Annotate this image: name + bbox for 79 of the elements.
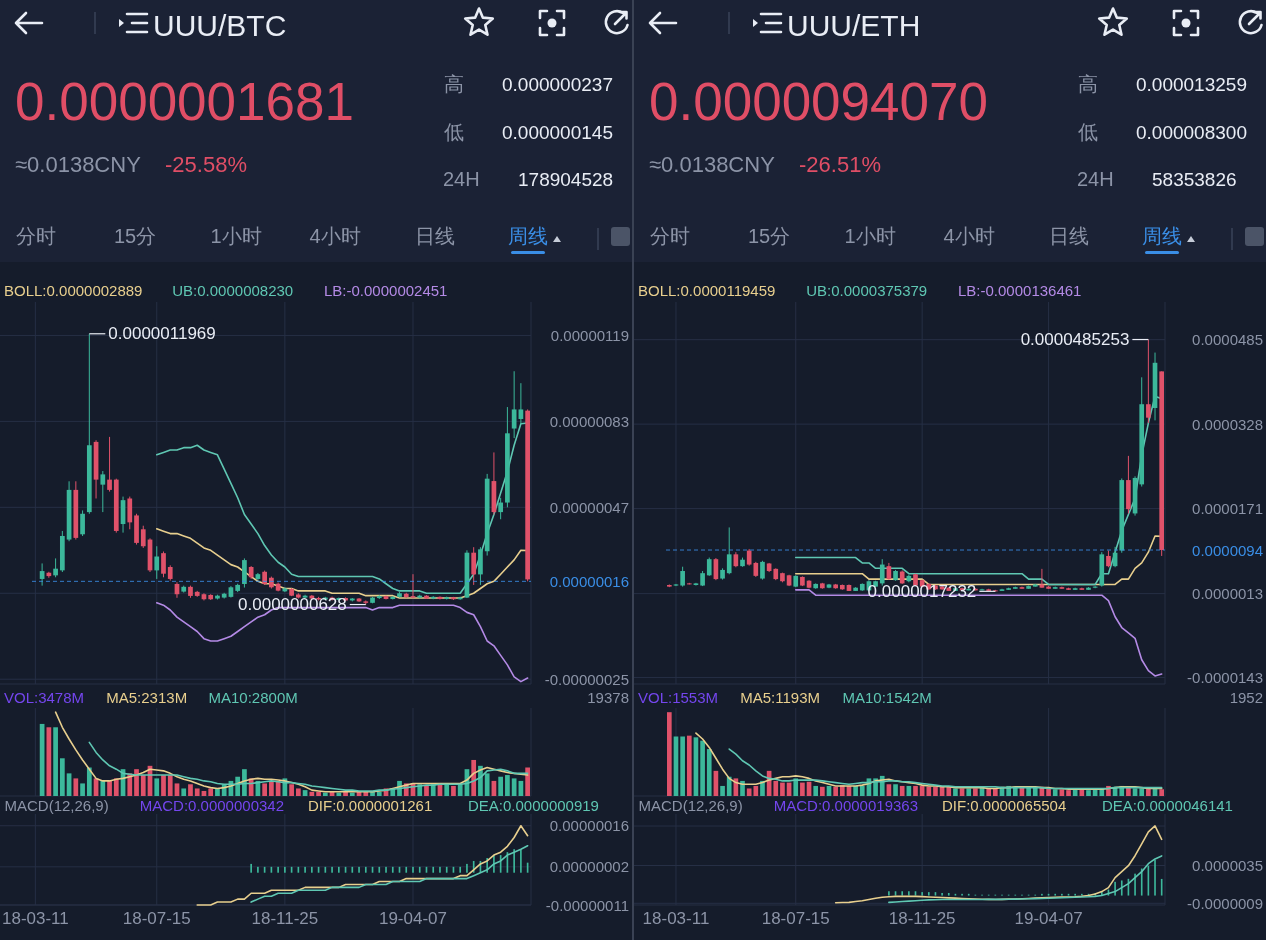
text: 周线 <box>508 225 548 247</box>
text: 周线 <box>1142 225 1182 247</box>
text: 58353826 <box>1152 169 1237 190</box>
text: LB:-0.0000002451 <box>324 282 448 299</box>
text: 0.000000145 <box>502 122 613 143</box>
text: DEA:0.0000000919 <box>468 797 599 814</box>
y-tick-label: 0.00000016 <box>549 817 629 835</box>
text: 1小时 <box>210 225 262 247</box>
text: 24H <box>443 168 480 190</box>
text: 0.0000001681 <box>15 72 354 131</box>
legend-title: MACD(12,26,9) <box>4 797 109 814</box>
text: 分时 <box>650 225 690 247</box>
legend-title: MACD(12,26,9) <box>638 797 743 814</box>
text: MACD:0.0000019363 <box>773 797 919 814</box>
text: MA10:1542M <box>842 689 932 706</box>
y-tick-label: 0.0000171 <box>1192 500 1263 518</box>
text: BOLL:0.0000002889 <box>4 282 143 299</box>
text: MA5:2313M <box>106 689 188 706</box>
x-tick-label: 18-07-15 <box>761 909 830 928</box>
text: UB:0.0000375379 <box>806 282 928 299</box>
text: 1小时 <box>844 225 896 247</box>
y-tick-label: 0.00000083 <box>549 412 629 430</box>
text: ≈0.0138CNY <box>649 152 776 177</box>
text: 分时 <box>16 225 56 247</box>
text: UUU/BTC <box>153 9 287 42</box>
annotation: 0.0000011969 <box>108 324 216 344</box>
annotation: MACD:0.0000000342 <box>139 797 285 814</box>
annotation: 0.0000485253 <box>1020 330 1130 350</box>
y-tick-label: -0.0000009 <box>1187 894 1263 912</box>
text: 0.000013259 <box>1136 74 1247 95</box>
text: UB:0.0000008230 <box>172 282 294 299</box>
x-tick-label: 18-11-25 <box>251 909 319 928</box>
text: 高 <box>1078 73 1098 95</box>
text: DEA:0.0000046141 <box>1102 797 1233 814</box>
text: DIF:0.0000065504 <box>942 797 1067 814</box>
y-tick-label: -0.0000143 <box>1187 669 1263 687</box>
text: -25.58% <box>165 152 247 177</box>
text: -26.51% <box>799 152 881 177</box>
y-tick-label: 0.00000119 <box>550 326 629 344</box>
y-tick-label: -0.00000025 <box>544 670 629 688</box>
text: 19378 <box>587 689 629 706</box>
text: 24H <box>1077 168 1114 190</box>
text: VOL:1553M <box>638 689 719 706</box>
text: 高 <box>444 73 464 95</box>
text: 0.0000094070 <box>649 72 988 131</box>
text: 15分 <box>113 225 157 247</box>
text: ≈0.0138CNY <box>15 152 142 177</box>
x-tick-label: 18-03-11 <box>1 909 69 928</box>
x-tick-label: 18-11-25 <box>888 909 956 928</box>
text: MA10:2800M <box>208 689 298 706</box>
text: 日线 <box>415 225 455 247</box>
text: 日线 <box>1049 225 1089 247</box>
text: 178904528 <box>518 169 614 190</box>
text: 低 <box>444 121 464 143</box>
text: UUU/ETH <box>787 9 921 42</box>
text: 1952 <box>1229 689 1263 706</box>
text: DIF:0.0000001261 <box>308 797 433 814</box>
text: BOLL:0.0000119459 <box>638 282 776 299</box>
text: 0.000008300 <box>1136 122 1247 143</box>
x-tick-label: 19-04-07 <box>378 909 448 928</box>
y-tick-label: 0.00000002 <box>549 858 629 876</box>
x-tick-label: 18-07-15 <box>122 909 191 928</box>
text: 4小时 <box>943 225 995 247</box>
text: 0.000000237 <box>502 74 613 95</box>
y-tick-label: 0.0000485 <box>1192 331 1263 349</box>
text: 15分 <box>747 225 791 247</box>
text: MA5:1193M <box>740 689 821 706</box>
text: VOL:3478M <box>4 689 85 706</box>
y-tick-label: -0.00000011 <box>545 896 629 914</box>
y-tick-label: 0.0000328 <box>1192 415 1263 433</box>
x-tick-label: 19-04-07 <box>1014 909 1083 928</box>
y-tick-label: 0.0000013 <box>1192 585 1263 603</box>
text: 4小时 <box>309 225 361 247</box>
text: 低 <box>1078 121 1098 143</box>
y-tick-label: 0.0000035 <box>1192 857 1263 875</box>
text: LB:-0.0000136461 <box>958 282 1082 299</box>
y-tick-label: 0.00000047 <box>549 498 629 516</box>
text: 0.0000094 <box>1192 541 1263 559</box>
x-tick-label: 18-03-11 <box>642 909 710 928</box>
